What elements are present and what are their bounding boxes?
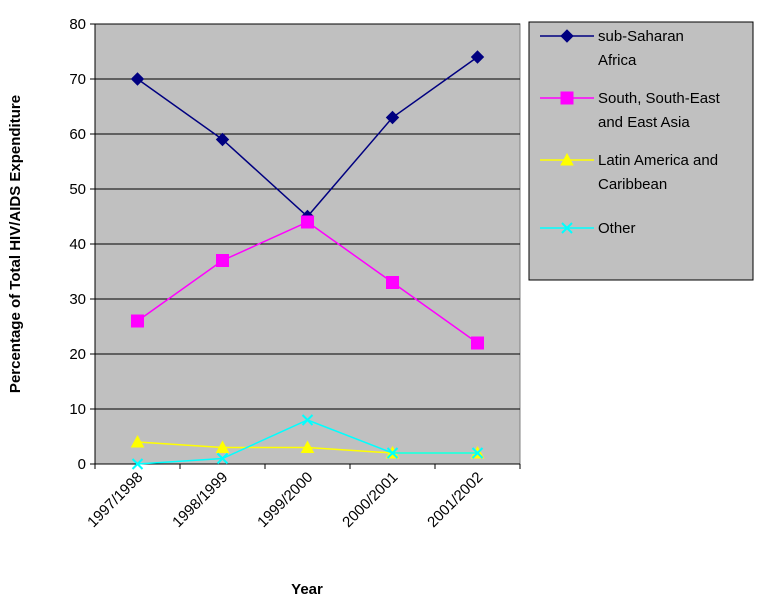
data-point-square (386, 276, 399, 289)
x-tick-label: 1998/1999 (169, 469, 231, 531)
data-point-diamond (385, 110, 400, 125)
legend-label: South, South-East (598, 90, 721, 107)
legend-label: Africa (598, 52, 637, 69)
data-point-square (131, 314, 144, 328)
y-tick-label: 40 (69, 236, 86, 253)
data-point-diamond (215, 132, 230, 147)
y-tick-label: 60 (69, 126, 86, 143)
axes (90, 23, 521, 469)
legend-marker (560, 152, 574, 166)
x-tick-label: 2000/2001 (339, 469, 401, 531)
data-point-x (216, 452, 229, 465)
data-point-x (301, 414, 314, 426)
y-tick-label: 70 (69, 71, 86, 88)
y-tick-label: 0 (78, 456, 86, 473)
y-tick-label: 10 (69, 401, 86, 418)
data-point-x (386, 447, 399, 459)
x-tick-label: 1997/1998 (84, 469, 146, 531)
gridlines (95, 23, 520, 410)
x-tick-label: 2001/2002 (424, 469, 486, 531)
legend-marker (560, 29, 574, 43)
series-group (130, 50, 485, 470)
data-point-x (471, 447, 484, 459)
legend-marker (560, 91, 574, 105)
x-tick-label: 1999/2000 (254, 469, 316, 531)
legend-item: sub-Saharan Africa (540, 28, 684, 69)
legend-marker (561, 222, 573, 234)
data-point-square (216, 254, 229, 267)
x-axis-title: Year (291, 581, 323, 598)
legend-label: Other (598, 220, 636, 237)
legend-label: Latin America and (598, 152, 718, 169)
legend: sub-Saharan Africa South, South-East and Ea… (528, 21, 754, 281)
data-point-diamond (470, 50, 485, 64)
legend-item: Other (540, 220, 636, 237)
series-4 (131, 414, 484, 470)
legend-item: South, South-East and East Asia (540, 90, 721, 131)
legend-label: and East Asia (598, 114, 690, 131)
data-point-square (301, 215, 314, 229)
y-tick-labels: 0 10 20 30 40 50 60 70 80 (69, 16, 86, 473)
legend-box (528, 21, 754, 281)
legend-label: sub-Saharan (598, 28, 684, 45)
data-point-x (131, 458, 144, 470)
series-2 (131, 215, 484, 350)
y-tick-label: 20 (69, 346, 86, 363)
data-point-triangle (300, 440, 315, 453)
y-tick-label: 50 (69, 181, 86, 198)
data-point-diamond (130, 72, 145, 86)
data-point-square (471, 336, 484, 350)
legend-label: Caribbean (598, 176, 667, 193)
y-tick-label: 30 (69, 291, 86, 308)
y-axis-title: Percentage of Total HIV/AIDS Expenditure (7, 95, 24, 393)
legend-item: Latin America and Caribbean (540, 152, 718, 193)
y-tick-label: 80 (69, 16, 86, 33)
x-tick-labels: 1997/1998 1998/1999 1999/2000 2000/2001 2001… (84, 469, 486, 531)
data-point-triangle (130, 434, 145, 448)
data-point-triangle (215, 440, 230, 453)
